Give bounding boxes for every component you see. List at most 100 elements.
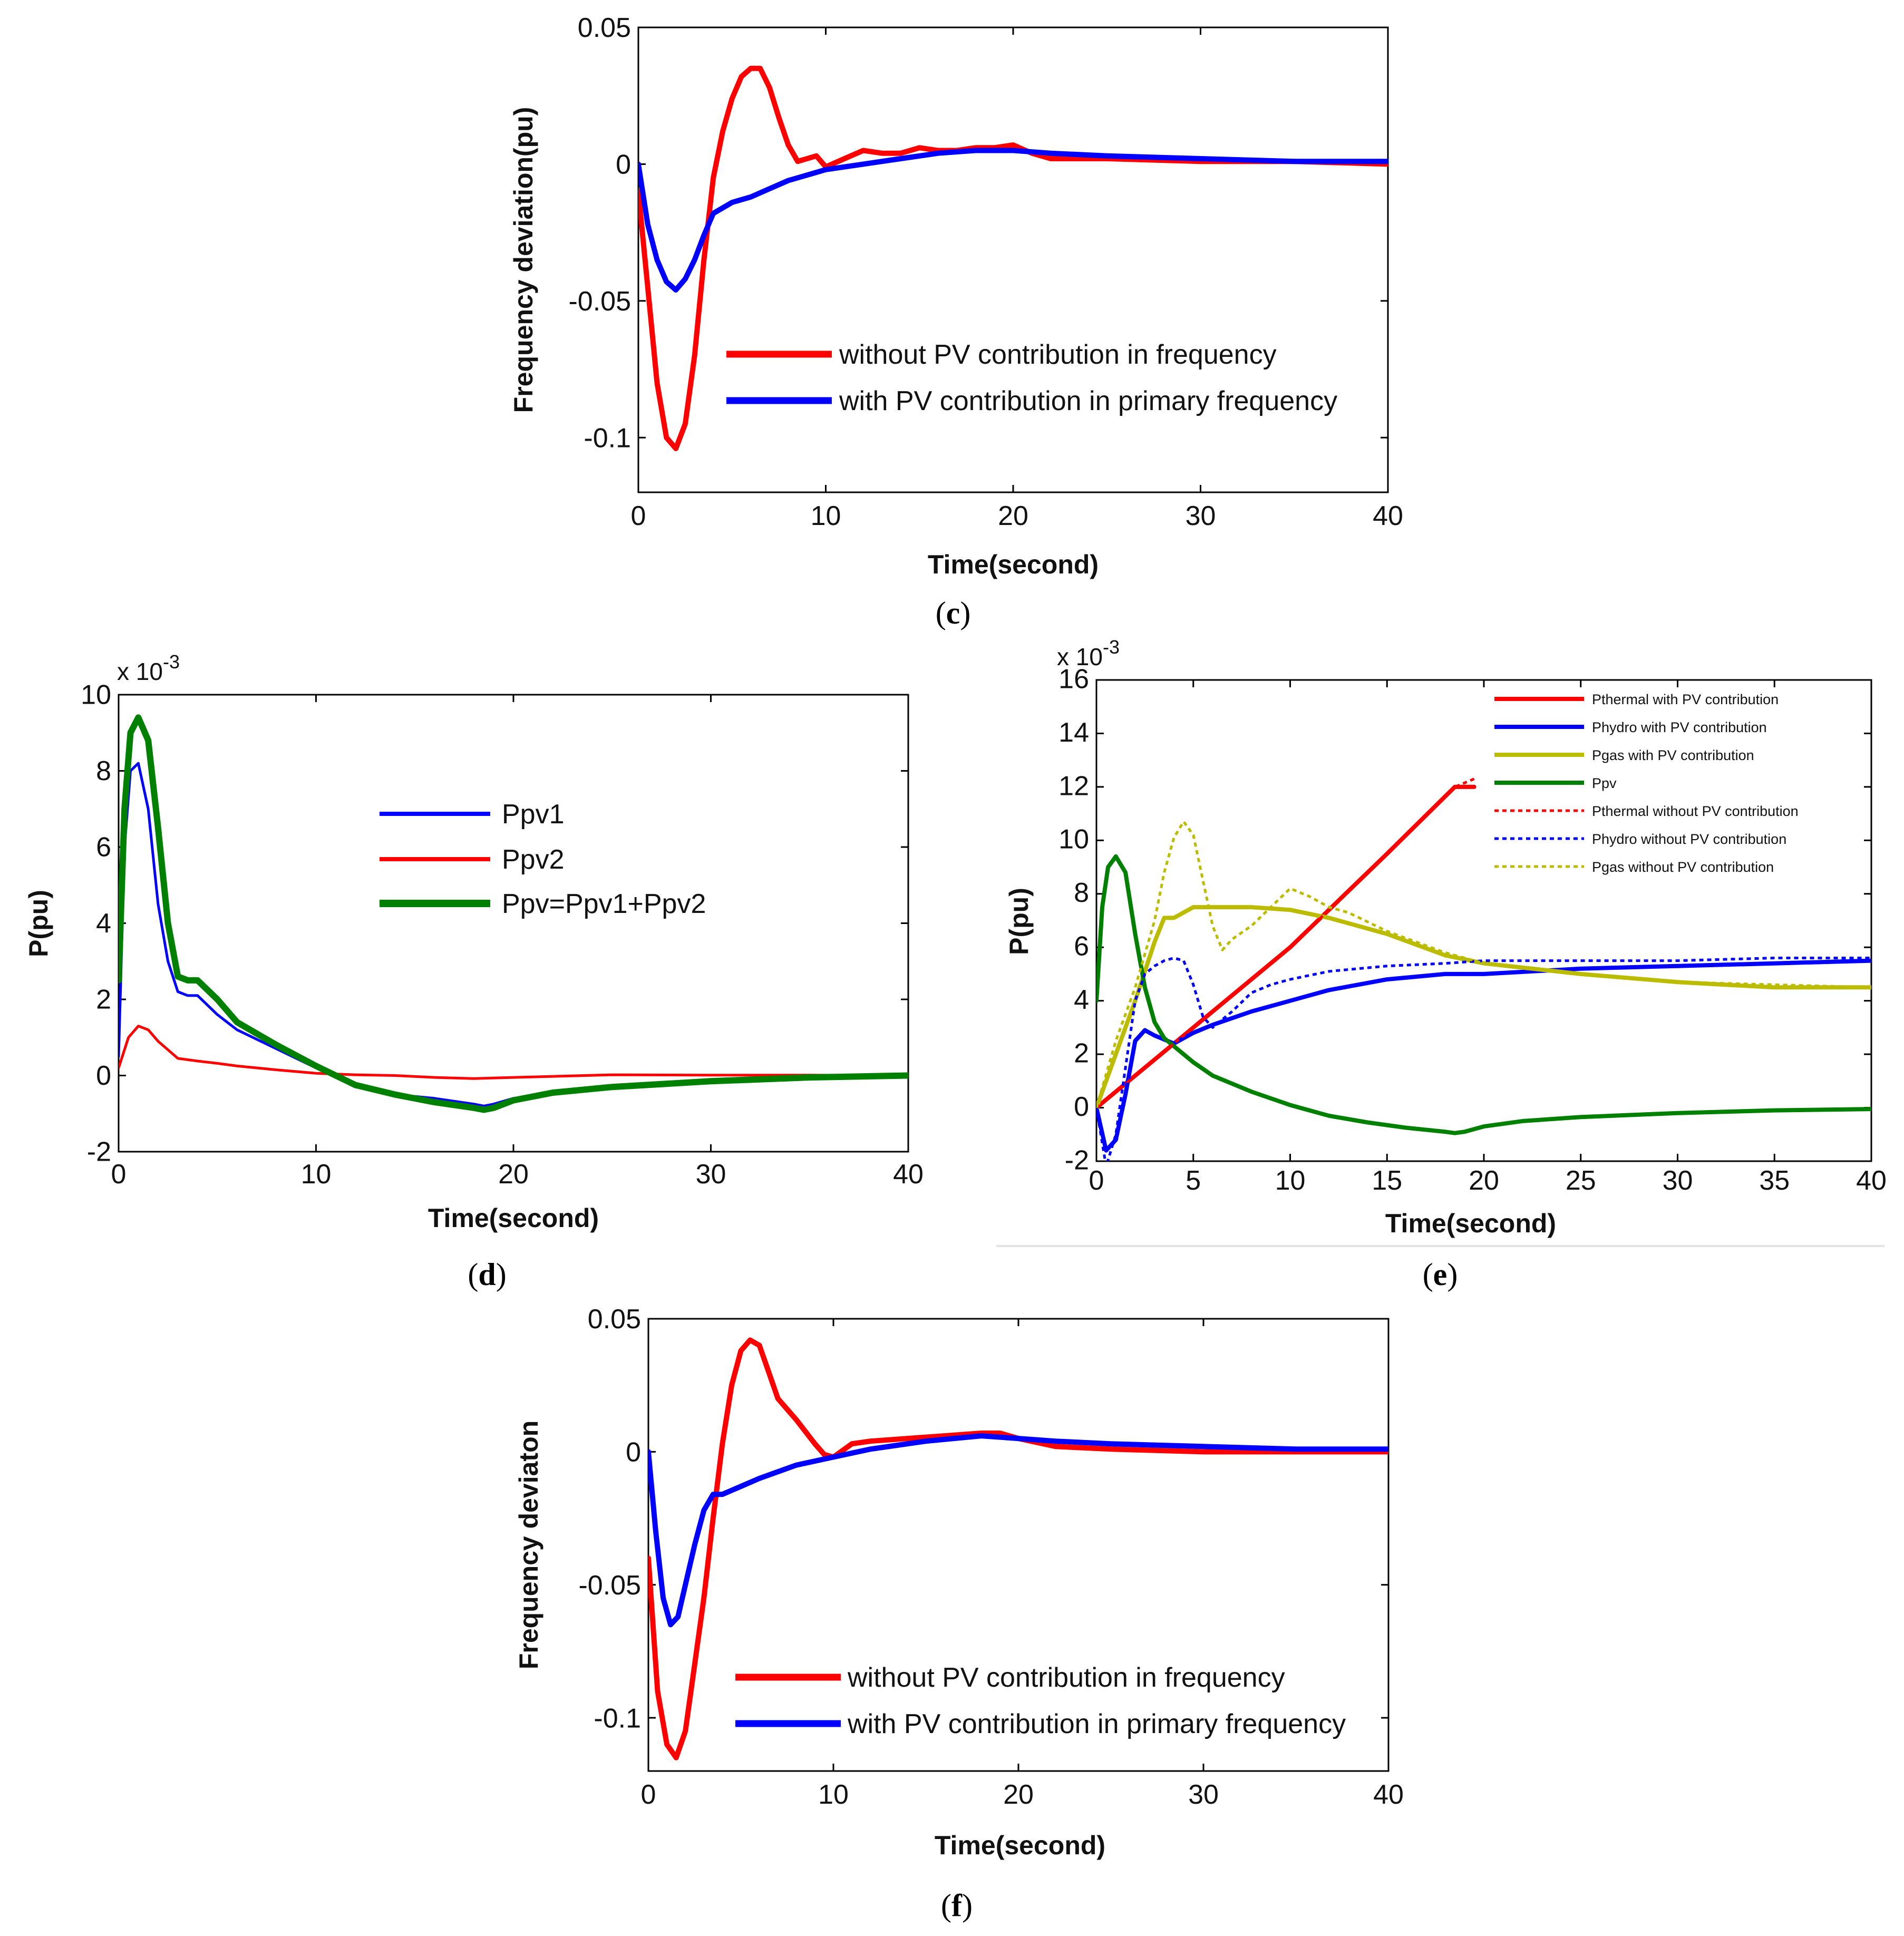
panel-d-ytick-label: 10 [81, 680, 111, 711]
panel-d-legend-label-2: Ppv=Ppv1+Ppv2 [502, 889, 706, 919]
panel-f-caption-letter: f [951, 1888, 963, 1923]
panel-e-legend-label-4: Pthermal without PV contribution [1592, 803, 1799, 819]
panel-d-ytick-label: -2 [87, 1137, 111, 1168]
panel-d-xtick-label: 10 [301, 1159, 332, 1190]
panel-e-xtick-label: 15 [1372, 1165, 1402, 1196]
panel-c-ytick-label: 0 [616, 150, 631, 180]
panel-c-legend-label-0: without PV contribution in frequency [839, 339, 1277, 370]
panel-f-ytick-label: -0.1 [594, 1703, 641, 1734]
panel-f-legend-label-1: with PV contribution in primary frequenc… [847, 1709, 1346, 1739]
panel-d-ytick-label: 6 [96, 832, 111, 863]
panel-e-multiplier: x 10-3 [1057, 636, 1120, 670]
panel-d-legend-label-0: Ppv1 [502, 799, 565, 830]
panel-c-legend: without PV contribution in frequency wit… [726, 339, 1337, 416]
panel-e-ytick-label: 8 [1074, 878, 1089, 908]
panel-e-series-3 [1096, 854, 1871, 1135]
panel-c-caption-letter: c [946, 596, 960, 630]
panel-e-caption-letter: e [1433, 1257, 1448, 1292]
panel-e-series-6 [1096, 820, 1871, 1108]
panel-d-lines [119, 714, 908, 1113]
panel-c-caption: (c) [936, 596, 971, 630]
panel-e-series-4 [1096, 777, 1475, 1109]
panel-f-legend: without PV contribution in frequency wit… [735, 1662, 1346, 1739]
panel-e-xtick-label: 40 [1856, 1165, 1887, 1196]
panel-d-ytick-label: 2 [96, 985, 111, 1015]
panel-c-xtick-label: 40 [1373, 501, 1403, 531]
panel-e-multiplier-base: x 10 [1057, 643, 1103, 670]
panel-e-legend-label-5: Phydro without PV contribution [1592, 831, 1786, 847]
panel-e-xtick-label: 25 [1566, 1165, 1596, 1196]
panel-e-legend-label-0: Pthermal with PV contribution [1592, 692, 1779, 707]
panel-f-ticks: 0 10 20 30 40 -0.1 -0.05 0 0.05 [578, 1304, 1403, 1810]
panel-e-caption: (e) [1423, 1257, 1458, 1292]
panel-e-ytick-label: 6 [1074, 931, 1089, 962]
panel-d-ytick-label: 4 [96, 908, 111, 939]
panel-e-ylabel: P(pu) [1004, 888, 1034, 955]
panel-d-series-2 [119, 714, 908, 1113]
panel-c-xtick-label: 30 [1186, 501, 1216, 531]
panel-e-ytick-label: -2 [1065, 1145, 1089, 1175]
panel-d-multiplier-exp: -3 [163, 651, 180, 673]
panel-e-xtick-label: 0 [1089, 1165, 1104, 1196]
panel-e-xtick-label: 20 [1469, 1165, 1499, 1196]
panel-d-legend-label-1: Ppv2 [502, 844, 565, 875]
panel-e-ytick-label: 4 [1074, 985, 1089, 1015]
panel-e-ytick-label: 16 [1058, 664, 1089, 694]
panel-e-lines [1096, 777, 1871, 1161]
panel-d-xtick-label: 0 [111, 1159, 127, 1190]
panel-e-xtick-label: 30 [1663, 1165, 1693, 1196]
panel-c-lines [638, 65, 1388, 451]
panel-f-xlabel: Time(second) [935, 1831, 1105, 1860]
panel-d-legend: Ppv1 Ppv2 Ppv=Ppv1+Ppv2 [380, 799, 706, 919]
panel-e-ytick-label: 0 [1074, 1092, 1089, 1122]
panel-d-xlabel: Time(second) [428, 1203, 599, 1233]
panel-d-ytick-label: 0 [96, 1061, 111, 1091]
panel-f-axes-box [647, 1318, 1390, 1772]
panel-d-axes-box [118, 694, 909, 1153]
panel-c-xlabel: Time(second) [928, 550, 1099, 579]
panel-f-xtick-label: 20 [1003, 1779, 1034, 1810]
panel-c-legend-label-1: with PV contribution in primary frequenc… [839, 386, 1337, 416]
panel-e-xtick-label: 5 [1186, 1165, 1201, 1196]
panel-e-multiplier-exp: -3 [1103, 636, 1120, 658]
panel-f-ylabel: Frequency deviaton [514, 1421, 543, 1669]
panel-c-ytick-label: -0.05 [568, 286, 631, 317]
panel-c-xtick-label: 10 [811, 501, 841, 531]
panel-d-multiplier: x 10-3 [117, 651, 180, 685]
panel-f-series-1 [648, 1433, 1388, 1628]
panel-f-lines [648, 1337, 1388, 1760]
panel-c-ylabel: Frequency deviation(pu) [509, 107, 538, 413]
panel-e-ytick-label: 14 [1058, 717, 1089, 748]
panel-c-xtick-label: 0 [631, 501, 646, 531]
panel-e-legend-label-6: Pgas without PV contribution [1592, 859, 1774, 875]
panel-e-legend-label-3: Ppv [1592, 775, 1617, 791]
panel-c-ytick-label: 0.05 [578, 13, 631, 43]
panel-f-ytick-label: 0.05 [588, 1304, 641, 1335]
panel-d-ylabel: P(pu) [24, 890, 53, 957]
panel-d-xtick-label: 20 [498, 1159, 529, 1190]
panel-c-xtick-label: 20 [998, 501, 1028, 531]
panel-e-xtick-label: 35 [1759, 1165, 1790, 1196]
panel-d-series-1 [119, 1025, 908, 1080]
panel-c-series-0 [638, 65, 1388, 451]
panel-f-legend-label-0: without PV contribution in frequency [847, 1662, 1285, 1693]
panel-e-legend-label-2: Pgas with PV contribution [1592, 747, 1754, 763]
panel-e-xtick-label: 10 [1275, 1165, 1306, 1196]
panel-c: 0 10 20 30 40 -0.1 -0.05 0 0.05 Time(second) Fre… [509, 13, 1403, 630]
panel-d-caption: (d) [468, 1257, 506, 1292]
panel-e-ytick-label: 10 [1058, 824, 1089, 855]
panel-e-xlabel: Time(second) [1385, 1209, 1556, 1238]
panel-d-xtick-label: 40 [893, 1159, 924, 1190]
panel-f-ytick-label: -0.05 [578, 1570, 641, 1601]
panel-f-ytick-label: 0 [626, 1437, 641, 1468]
panel-c-axes-box [637, 26, 1389, 493]
panel-e-legend-label-1: Phydro with PV contribution [1592, 719, 1767, 735]
panel-d-multiplier-base: x 10 [117, 658, 163, 685]
panel-e-series-5 [1096, 957, 1871, 1161]
panel-d-ytick-label: 8 [96, 756, 111, 786]
